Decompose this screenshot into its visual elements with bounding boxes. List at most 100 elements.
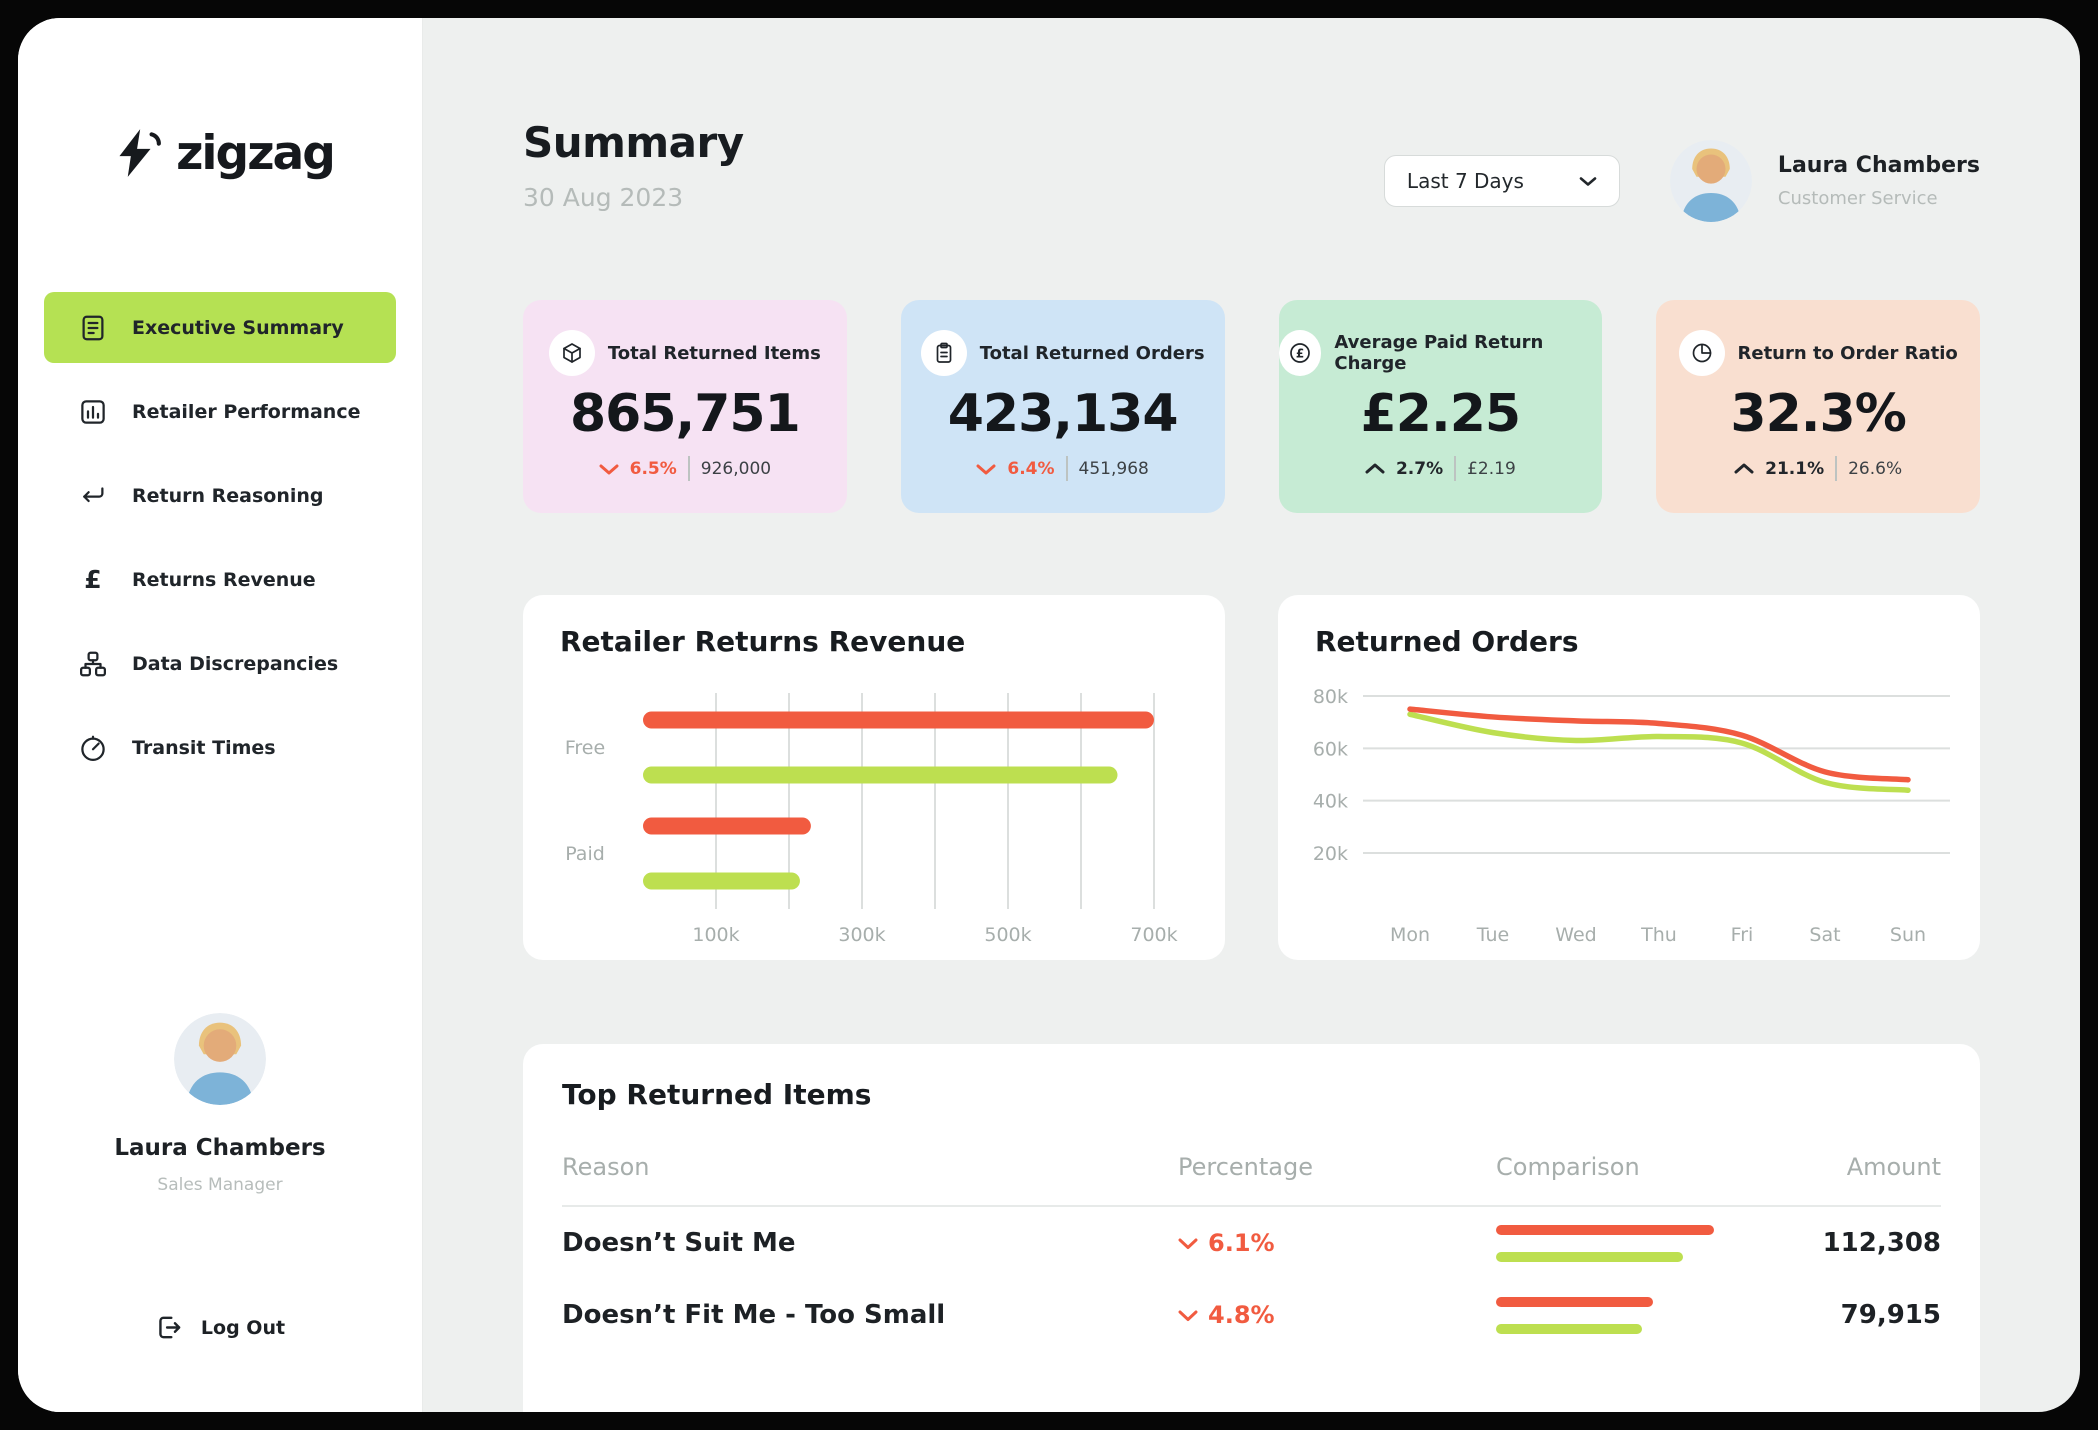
chevron-down-icon xyxy=(1579,176,1597,186)
header-right: Last 7 Days xyxy=(1383,140,1980,222)
svg-text:100k: 100k xyxy=(692,924,739,946)
svg-text:Fri: Fri xyxy=(1731,924,1754,946)
kpi-previous-value: 926,000 xyxy=(700,458,772,479)
sidebar-item-executive-summary[interactable]: Executive Summary xyxy=(44,292,396,363)
amount-cell: 79,915 xyxy=(1840,1300,1941,1330)
table-row[interactable]: Doesn’t Fit Me - Too Small 4.8% 79,915 xyxy=(562,1279,1941,1351)
divider xyxy=(1835,456,1838,481)
hierarchy-icon xyxy=(80,651,106,676)
header-user: Laura Chambers Customer Service xyxy=(1669,140,1980,222)
sidebar-item-label: Executive Summary xyxy=(132,316,344,339)
sidebar-item-label: Return Reasoning xyxy=(132,484,324,507)
amount-cell: 112,308 xyxy=(1822,1228,1941,1258)
svg-text:500k: 500k xyxy=(984,924,1031,946)
pie-chart-icon xyxy=(1678,330,1725,376)
column-header-amount: Amount xyxy=(1846,1153,1941,1181)
chevron-down-icon xyxy=(599,464,619,474)
reason-cell: Doesn’t Suit Me xyxy=(562,1228,796,1258)
svg-text:80k: 80k xyxy=(1313,686,1348,708)
brand-name: zigzag xyxy=(176,125,336,181)
kpi-delta: 21.1% 26.6% xyxy=(1734,456,1902,481)
kpi-value: £2.25 xyxy=(1360,384,1521,444)
svg-text:300k: 300k xyxy=(838,924,885,946)
sidebar-item-label: Transit Times xyxy=(132,736,276,759)
comparison-bar-green xyxy=(1496,1323,1643,1334)
sidebar-item-transit-times[interactable]: Transit Times xyxy=(44,712,396,783)
column-header-reason: Reason xyxy=(562,1153,650,1181)
svg-text:Free: Free xyxy=(565,737,605,759)
kpi-delta: 6.4% 451,968 xyxy=(976,456,1149,481)
sidebar-item-return-reasoning[interactable]: Return Reasoning xyxy=(44,460,396,531)
chevron-up-icon xyxy=(1734,463,1754,473)
retailer-returns-revenue-chart: Retailer Returns Revenue 100k 300k 500k 700… xyxy=(523,595,1225,960)
kpi-label: Average Paid Return Charge xyxy=(1334,332,1544,374)
percentage-cell: 6.1% xyxy=(1178,1229,1496,1257)
column-header-comparison: Comparison xyxy=(1496,1153,1640,1181)
page-date: 30 Aug 2023 xyxy=(523,183,684,212)
kpi-previous-value: £2.19 xyxy=(1467,458,1516,479)
svg-text:Wed: Wed xyxy=(1555,924,1596,946)
comparison-bars xyxy=(1496,1224,1771,1262)
page-header: Summary 30 Aug 2023 Last 7 Days xyxy=(523,118,1980,230)
charts-row: Retailer Returns Revenue 100k 300k 500k 700… xyxy=(523,595,1980,960)
kpi-label: Return to Order Ratio xyxy=(1737,342,1958,364)
kpi-previous-value: 26.6% xyxy=(1848,458,1903,479)
app-window: zigzag Executive Summary Retailer Perfor… xyxy=(18,18,2080,1412)
header-user-name: Laura Chambers xyxy=(1777,153,1980,178)
chart-title: Retailer Returns Revenue xyxy=(560,625,966,658)
sidebar-user-role: Sales Manager xyxy=(157,1175,283,1195)
comparison-bar-green xyxy=(1496,1251,1684,1262)
kpi-delta: 2.7% £2.19 xyxy=(1365,456,1516,481)
divider xyxy=(1454,456,1457,481)
sidebar-nav: Executive Summary Retailer Performance R… xyxy=(18,292,422,783)
kpi-delta-percent: 21.1% xyxy=(1765,458,1825,479)
svg-text:Thu: Thu xyxy=(1640,924,1677,946)
kpi-row: Total Returned Items 865,751 6.5% 926,00… xyxy=(523,300,1980,513)
gauge-icon xyxy=(81,735,105,761)
kpi-delta-percent: 6.4% xyxy=(1007,458,1055,479)
table-title: Top Returned Items xyxy=(562,1078,872,1111)
clipboard-icon xyxy=(920,330,967,376)
kpi-previous-value: 451,968 xyxy=(1078,458,1149,479)
sidebar-item-returns-revenue[interactable]: £ Returns Revenue xyxy=(44,544,396,615)
date-range-dropdown[interactable]: Last 7 Days xyxy=(1383,155,1620,207)
kpi-card-total-returned-orders: Total Returned Orders 423,134 6.4% 451,9… xyxy=(900,300,1225,513)
svg-text:Paid: Paid xyxy=(565,843,605,865)
pound-icon: £ xyxy=(84,565,101,594)
logout-icon xyxy=(159,1316,181,1339)
sidebar-item-label: Retailer Performance xyxy=(132,400,361,423)
kpi-label: Total Returned Orders xyxy=(979,342,1205,364)
kpi-delta-percent: 6.5% xyxy=(629,458,677,479)
sidebar-item-retailer-performance[interactable]: Retailer Performance xyxy=(44,376,396,447)
kpi-card-average-paid-return-charge: £ Average Paid Return Charge £2.25 2.7% … xyxy=(1278,300,1603,513)
logout-button[interactable]: Log Out xyxy=(155,1313,285,1342)
chevron-up-icon xyxy=(1365,463,1385,473)
avatar xyxy=(1669,140,1752,222)
svg-text:60k: 60k xyxy=(1313,738,1348,760)
kpi-value: 423,134 xyxy=(947,384,1179,444)
chevron-down-icon xyxy=(1178,1238,1198,1249)
svg-text:40k: 40k xyxy=(1313,791,1348,813)
kpi-card-return-to-order-ratio: Return to Order Ratio 32.3% 21.1% 26.6% xyxy=(1656,300,1980,513)
header-user-role: Customer Service xyxy=(1777,188,1938,209)
svg-text:Sun: Sun xyxy=(1890,924,1926,946)
logout-label: Log Out xyxy=(200,1316,286,1339)
divider xyxy=(687,456,690,481)
svg-text:Sat: Sat xyxy=(1809,924,1840,946)
svg-text:£: £ xyxy=(1296,347,1304,361)
svg-text:20k: 20k xyxy=(1313,843,1348,865)
sidebar-item-data-discrepancies[interactable]: Data Discrepancies xyxy=(44,628,396,699)
zigzag-logo-icon xyxy=(119,129,161,177)
avatar xyxy=(174,1013,266,1105)
kpi-card-total-returned-items: Total Returned Items 865,751 6.5% 926,00… xyxy=(523,300,847,513)
line-chart: 80k 60k 40k 20k Mon Tue Wed Thu Fri Sat Sun xyxy=(1313,686,1950,946)
main-content: Summary 30 Aug 2023 Last 7 Days xyxy=(423,18,2080,1412)
date-range-value: Last 7 Days xyxy=(1406,169,1524,193)
svg-text:700k: 700k xyxy=(1130,924,1177,946)
svg-text:£: £ xyxy=(84,565,101,594)
package-icon xyxy=(548,330,595,376)
kpi-label: Total Returned Items xyxy=(607,342,821,364)
table-row[interactable]: Doesn’t Suit Me 6.1% 112,308 xyxy=(562,1207,1941,1279)
sidebar-user: Laura Chambers Sales Manager xyxy=(18,1013,422,1195)
